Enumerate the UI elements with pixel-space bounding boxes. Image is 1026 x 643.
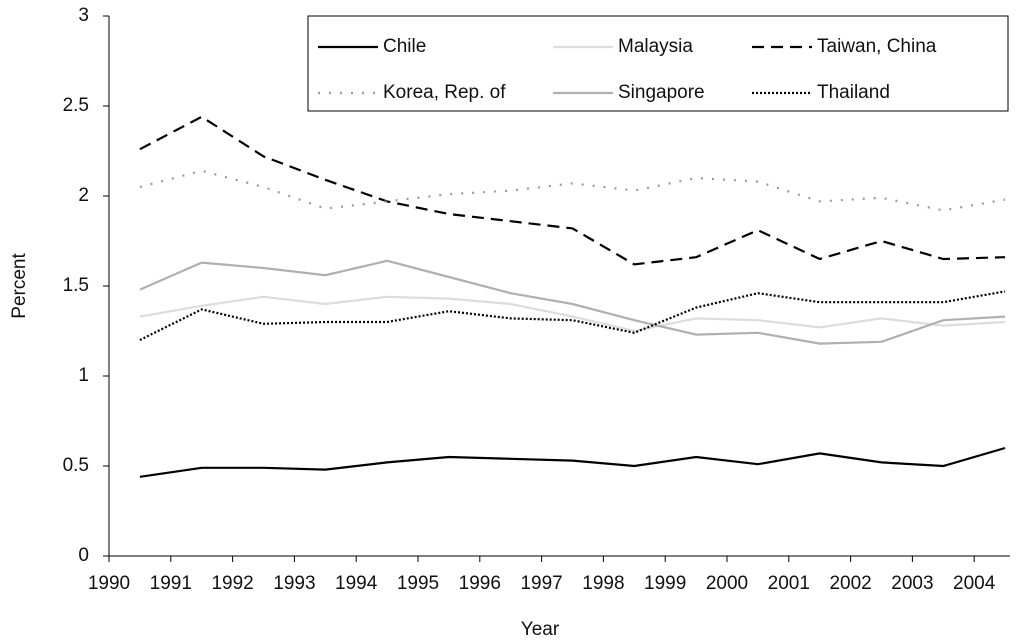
- legend-label: Taiwan, China: [817, 36, 937, 57]
- legend-label: Chile: [383, 36, 426, 57]
- legend-label: Malaysia: [618, 36, 693, 57]
- x-tick-label: 1994: [335, 573, 378, 594]
- legend-label: Singapore: [618, 82, 705, 103]
- series-line: [139, 446, 1006, 478]
- y-tick-label: 1.5: [63, 275, 89, 296]
- x-tick-label: 1990: [88, 573, 130, 594]
- x-axis-title: Year: [521, 619, 560, 640]
- x-tick-label: 1991: [150, 573, 192, 594]
- series-line: [139, 290, 1006, 341]
- x-tick-label: 1995: [397, 573, 439, 594]
- y-tick-label: 1: [78, 365, 89, 386]
- legend-label: Korea, Rep. of: [383, 82, 506, 103]
- series-line: [139, 295, 1006, 333]
- x-tick-label: 2002: [829, 573, 871, 594]
- y-tick-label: 3: [78, 5, 89, 26]
- y-tick-label: 0: [78, 545, 89, 566]
- series-line: [139, 115, 1006, 266]
- x-tick-label: 2004: [953, 573, 996, 594]
- x-tick-label: 2001: [768, 573, 810, 594]
- y-tick-label: 2: [78, 185, 89, 206]
- x-tick-label: 1999: [644, 573, 686, 594]
- y-axis-title: Percent: [9, 253, 30, 319]
- legend-box: [307, 15, 1009, 112]
- x-tick-label: 1992: [211, 573, 253, 594]
- x-tick-label: 1996: [459, 573, 501, 594]
- series-line: [139, 169, 1006, 212]
- x-tick-label: 2003: [891, 573, 933, 594]
- y-tick-label: 0.5: [63, 455, 89, 476]
- y-tick-label: 2.5: [63, 95, 89, 116]
- series-line: [139, 259, 1006, 345]
- legend-label: Thailand: [817, 82, 890, 103]
- x-tick-label: 1998: [582, 573, 624, 594]
- x-tick-label: 1993: [273, 573, 315, 594]
- x-tick-label: 1997: [520, 573, 562, 594]
- x-tick-label: 2000: [706, 573, 748, 594]
